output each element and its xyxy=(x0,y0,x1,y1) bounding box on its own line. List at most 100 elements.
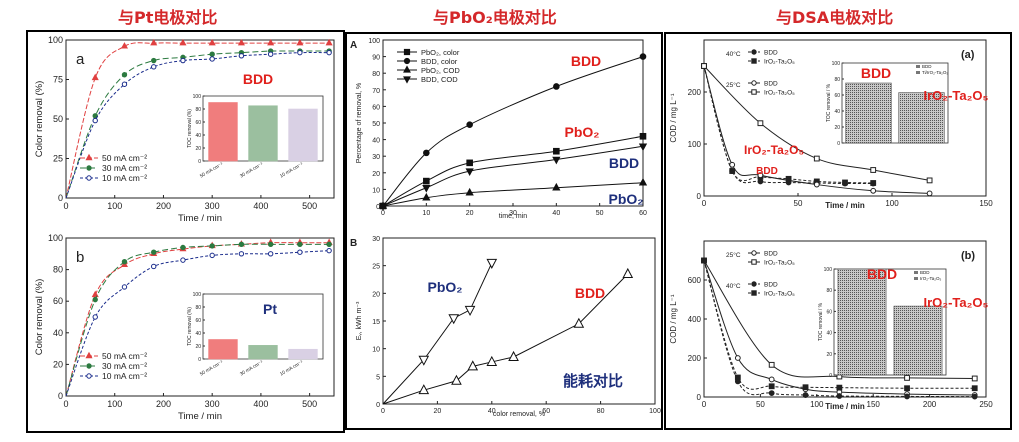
inset-tick-label: 80 xyxy=(826,288,832,294)
y-axis-label: COD / mg L⁻¹ xyxy=(669,93,678,142)
legend-marker xyxy=(85,351,93,359)
x-axis-label: time, min xyxy=(499,213,528,220)
y-tick-label: 100 xyxy=(48,35,63,45)
inset-legend-swatch xyxy=(914,271,918,274)
data-point xyxy=(971,393,978,400)
x-tick-label: 200 xyxy=(156,201,171,211)
data-point xyxy=(870,187,877,194)
inset-tick-label: 60 xyxy=(195,318,201,324)
inset-legend-label: Ti/IrO₂-Ta₂O₅ xyxy=(922,70,948,75)
data-point xyxy=(121,81,128,87)
inset-tick-label: 20 xyxy=(826,352,832,358)
series-line xyxy=(382,273,629,405)
inset-tick-label: 100 xyxy=(832,61,841,67)
legend-marker xyxy=(86,165,92,171)
x-axis-label: Time / min xyxy=(178,411,222,422)
data-point xyxy=(92,296,98,303)
inset-bar xyxy=(837,268,887,376)
data-point xyxy=(729,168,736,174)
data-point xyxy=(423,149,430,157)
inset-label: IrO₂-Ta₂O₅ xyxy=(924,295,989,310)
data-point xyxy=(422,184,431,193)
data-point xyxy=(768,390,775,397)
data-point xyxy=(448,314,460,325)
inset-category: 30 mA cm⁻² xyxy=(239,161,264,179)
data-point xyxy=(326,49,332,56)
data-point xyxy=(423,177,430,185)
inset-tick-label: 40 xyxy=(195,133,201,139)
x-tick-label: 10 xyxy=(422,210,430,217)
inset-category: 50 mA cm⁻² xyxy=(199,359,224,377)
x-tick-label: 150 xyxy=(867,400,881,409)
inset-tick-label: 80 xyxy=(195,107,201,113)
data-point xyxy=(508,350,519,361)
data-point xyxy=(325,38,333,46)
x-tick-label: 500 xyxy=(302,399,317,409)
y-tick-label: 200 xyxy=(688,88,702,97)
legend-label: BDD xyxy=(764,50,778,57)
series-line xyxy=(65,42,330,199)
legend-label: 50 mA cm⁻² xyxy=(102,351,147,361)
panel-pt: 0 100 200 300 400 500 0 25 50 75 100 Time / min Colo… xyxy=(26,30,345,433)
y-tick-label: 40 xyxy=(53,328,63,338)
legend-label: IrO₂-Ta₂O₅ xyxy=(764,260,795,267)
x-tick-label: 400 xyxy=(253,399,268,409)
series-line xyxy=(382,145,644,207)
data-point xyxy=(553,147,560,155)
legend-label: IrO₂-Ta₂O₅ xyxy=(764,90,795,97)
data-point xyxy=(120,42,129,49)
data-point xyxy=(121,284,128,290)
legend-marker xyxy=(751,259,757,265)
x-tick-label: 0 xyxy=(381,408,385,415)
x-tick-label: 60 xyxy=(542,408,550,415)
inset-category: 30 mA cm⁻² xyxy=(239,359,264,377)
legend-label: PbO₂, COD xyxy=(421,66,460,75)
x-tick-label: 100 xyxy=(649,408,661,415)
legend-marker xyxy=(86,373,92,379)
y-tick-label: 100 xyxy=(48,233,63,243)
data-point xyxy=(92,314,98,320)
series-line xyxy=(65,52,330,199)
x-tick-label: 0 xyxy=(63,399,68,409)
y-axis-label: COD / mg L⁻¹ xyxy=(669,294,678,343)
inset-bar xyxy=(893,305,943,376)
y-tick-label: 10 xyxy=(372,347,380,354)
plot-frame xyxy=(703,39,987,197)
legend-marker xyxy=(751,80,757,86)
data-point xyxy=(180,257,186,263)
x-axis-label: Time / min xyxy=(825,201,865,210)
inset-tick-label: 20 xyxy=(195,146,201,152)
data-point xyxy=(121,259,128,265)
panel-pbo2: 0 10 20 30 40 50 60 0 10 20 30 40 50 60 70 80 90 100 time,… xyxy=(345,32,663,430)
data-point xyxy=(768,361,775,368)
y-tick-label: 10 xyxy=(372,187,380,194)
x-tick-label: 200 xyxy=(923,400,937,409)
x-tick-label: 100 xyxy=(107,399,122,409)
pbo2-charts: 0 10 20 30 40 50 600102030405060708090100time,… xyxy=(350,38,661,418)
y-tick-label: 600 xyxy=(688,276,702,285)
data-point xyxy=(552,182,561,191)
data-point xyxy=(622,267,634,278)
y-tick-label: 100 xyxy=(368,38,380,45)
legend-label: 10 mA cm⁻² xyxy=(102,371,147,381)
panel-letter: b xyxy=(76,249,84,266)
inset-tick-label: 100 xyxy=(824,267,833,273)
header-pbo2-comparison: 与PbO₂电极对比 xyxy=(433,8,557,27)
inset-tick-label: 20 xyxy=(195,344,201,350)
data-point xyxy=(701,257,707,264)
data-point xyxy=(638,177,648,186)
data-point xyxy=(757,172,764,179)
inset-tick-label: 0 xyxy=(837,141,840,147)
legend-label: IrO₂-Ta₂O₅ xyxy=(764,291,795,298)
data-point xyxy=(842,179,848,186)
data-point xyxy=(904,374,910,381)
data-point xyxy=(757,178,764,185)
inset-tick-label: 60 xyxy=(834,93,840,99)
inset-y-label: TOC removal (%) xyxy=(187,307,193,346)
curve-label: BDD xyxy=(571,53,601,69)
data-point xyxy=(151,57,157,64)
inset-tick-label: 100 xyxy=(193,292,202,298)
y-tick-label: 80 xyxy=(53,265,63,275)
